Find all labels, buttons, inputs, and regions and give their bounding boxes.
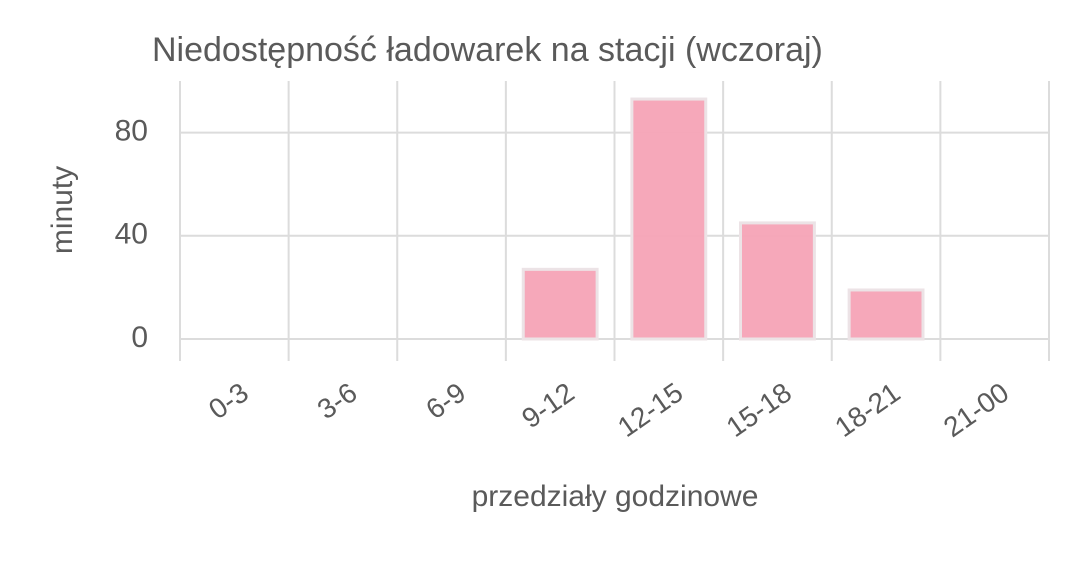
bar xyxy=(630,97,708,341)
x-tick-label: 12-15 xyxy=(612,377,688,443)
x-tick-label: 6-9 xyxy=(420,377,471,426)
chart-title: Niedostępność ładowarek na stacji (wczor… xyxy=(152,31,823,69)
x-tick-label: 9-12 xyxy=(516,377,580,435)
y-tick-label: 40 xyxy=(115,218,148,251)
x-tick-label: 0-3 xyxy=(203,377,254,426)
y-axis-label: minuty xyxy=(46,166,79,254)
y-tick-label: 80 xyxy=(115,115,148,148)
x-tick-label: 21-00 xyxy=(938,377,1014,443)
x-tick-label: 3-6 xyxy=(312,377,363,426)
bar xyxy=(521,267,599,341)
x-tick-label: 15-18 xyxy=(721,377,797,443)
x-axis-label: przedziały godzinowe xyxy=(472,480,759,513)
bar xyxy=(739,221,816,341)
x-tick-label: 18-21 xyxy=(829,377,905,443)
bar xyxy=(847,288,925,341)
y-tick-label: 0 xyxy=(131,321,148,354)
